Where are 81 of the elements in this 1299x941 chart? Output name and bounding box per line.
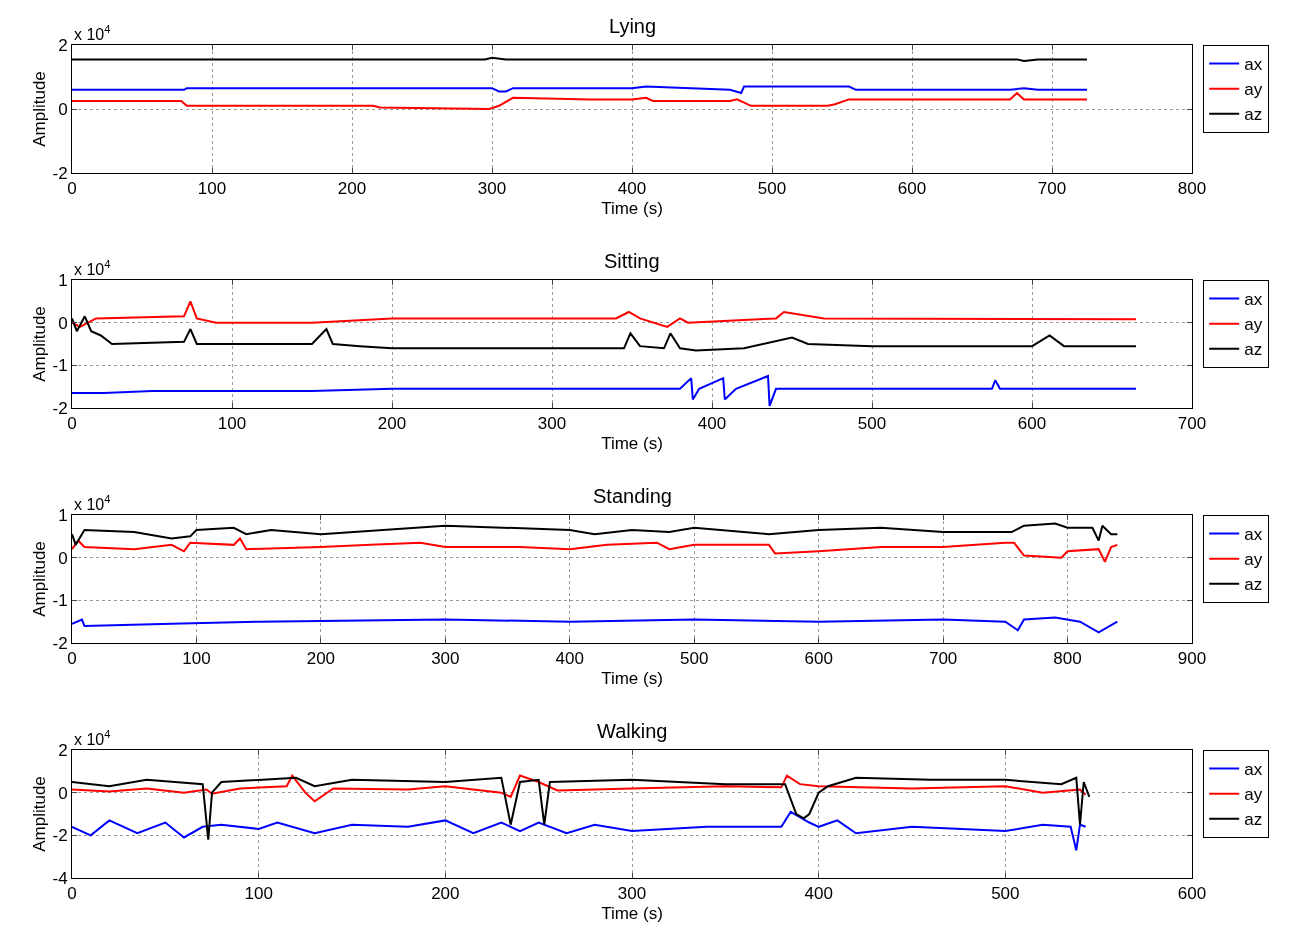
x-tick-label: 500	[991, 884, 1020, 904]
y-tick-label: -1	[52, 356, 68, 376]
x-tick-label: 900	[1177, 649, 1207, 669]
chart-title: Lying	[609, 15, 657, 37]
y-tick-label: 2	[58, 740, 68, 760]
x-tick-label: 500	[857, 414, 887, 434]
legend-label: az	[1244, 810, 1263, 830]
x-tick-label: 800	[1177, 179, 1207, 199]
legend-label: ay	[1244, 80, 1263, 100]
y-tick-label: 2	[58, 35, 68, 55]
x-tick-label: 600	[1017, 414, 1047, 434]
line-series	[72, 375, 1137, 407]
x-tick-label: 100	[197, 179, 227, 199]
x-tick-label: 700	[1177, 414, 1207, 434]
x-tick-label: 800	[1053, 649, 1082, 669]
x-tick-label: 100	[217, 414, 247, 434]
x-axis-title: Time (s)	[601, 198, 663, 218]
legend-label: ax	[1244, 290, 1263, 310]
line-series	[72, 616, 1119, 634]
x-tick-label: 100	[182, 649, 211, 669]
x-axis-title: Time (s)	[601, 433, 663, 453]
text: x 10$^{4}$	[74, 258, 111, 278]
y-tick-label: 0	[58, 313, 68, 333]
x-tick-label: 300	[477, 179, 507, 199]
y-tick-label: -2	[52, 163, 68, 183]
chart-title: Walking	[597, 720, 668, 742]
y-tick-label: 0	[58, 783, 68, 803]
y-axis-title: Amplitude	[30, 541, 50, 617]
text: x 10$^{4}$	[74, 493, 111, 513]
line-series	[72, 774, 1087, 803]
y-axis-title: Amplitude	[30, 306, 50, 382]
y-tick-label: 1	[58, 270, 68, 290]
x-tick-label: 200	[377, 414, 407, 434]
x-tick-label: 200	[337, 179, 367, 199]
line-series	[72, 92, 1088, 110]
legend-label: az	[1244, 105, 1263, 125]
x-tick-label: 300	[431, 649, 460, 669]
line-series	[72, 537, 1119, 563]
x-tick-label: 200	[431, 884, 460, 904]
x-tick-label: 600	[897, 179, 927, 199]
y-tick-label: -2	[52, 826, 68, 846]
x-tick-label: 300	[617, 884, 647, 904]
x-tick-label: 400	[804, 884, 833, 904]
text: x 10$^{4}$	[74, 23, 111, 43]
y-tick-label: 0	[58, 548, 68, 568]
x-axis-title: Time (s)	[601, 668, 663, 688]
x-tick-label: 700	[1037, 179, 1067, 199]
legend-label: az	[1244, 575, 1263, 595]
legend-label: ax	[1244, 760, 1263, 780]
x-tick-label: 500	[680, 649, 709, 669]
text: x 10$^{4}$	[74, 728, 111, 748]
chart-title: Standing	[593, 485, 672, 507]
y-axis-title: Amplitude	[30, 71, 50, 147]
chart-title: Sitting	[604, 250, 660, 272]
x-tick-label: 200	[306, 649, 336, 669]
y-tick-label: 0	[58, 99, 68, 119]
y-tick-label: -4	[52, 868, 68, 888]
line-series	[72, 810, 1087, 852]
x-tick-label: 500	[757, 179, 787, 199]
x-tick-label: 400	[617, 179, 647, 199]
x-tick-label: 400	[555, 649, 584, 669]
legend-label: ay	[1244, 785, 1263, 805]
legend-label: ay	[1244, 315, 1263, 335]
y-tick-label: 1	[58, 505, 68, 525]
x-tick-label: 600	[804, 649, 833, 669]
legend-label: ay	[1244, 550, 1263, 570]
line-series	[72, 300, 1137, 328]
y-axis-title: Amplitude	[30, 776, 50, 852]
x-tick-label: 100	[244, 884, 273, 904]
y-tick-label: -2	[52, 398, 68, 418]
y-tick-label: -2	[52, 633, 68, 653]
x-tick-label: 400	[697, 414, 727, 434]
x-tick-label: 300	[537, 414, 567, 434]
line-series	[72, 85, 1088, 94]
legend-label: ax	[1244, 55, 1263, 75]
y-tick-label: -1	[52, 591, 68, 611]
legend-label: ax	[1244, 525, 1263, 545]
x-tick-label: 600	[1177, 884, 1207, 904]
x-tick-label: 700	[928, 649, 958, 669]
legend-label: az	[1244, 340, 1263, 360]
x-axis-title: Time (s)	[601, 903, 663, 923]
